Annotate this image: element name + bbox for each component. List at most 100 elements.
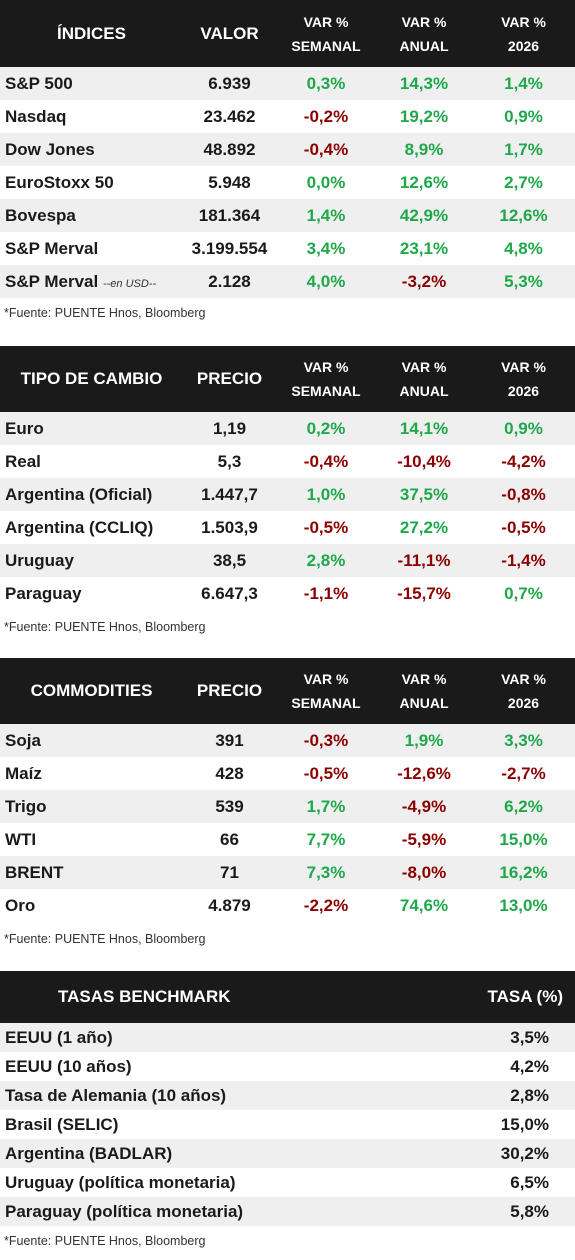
table-row: Paraguay 6.647,3 -1,1% -15,7% 0,7%	[0, 577, 575, 610]
row-name: Brasil (SELIC)	[5, 1114, 119, 1134]
row-annual: -3,2%	[401, 271, 447, 291]
header-var-2026: VAR % 2026	[501, 359, 546, 399]
row-ytd: 6,2%	[504, 796, 543, 816]
row-weekly: 2,8%	[306, 550, 346, 570]
row-weekly: -0,4%	[303, 451, 349, 471]
row-name: Maíz	[5, 763, 42, 783]
header-var-semanal: VAR % SEMANAL	[291, 671, 361, 711]
row-ytd: 4,8%	[504, 238, 543, 258]
row-name: EEUU (1 año)	[5, 1027, 113, 1047]
row-weekly: -0,5%	[303, 517, 349, 537]
header-var-anual: VAR % ANUAL	[399, 671, 449, 711]
table-row: Uruguay 38,5 2,8% -11,1% -1,4%	[0, 544, 575, 577]
header-tasa: TASA (%)	[487, 987, 563, 1006]
row-name: Argentina (Oficial)	[5, 484, 153, 504]
row-name: Tasa de Alemania (10 años)	[5, 1085, 227, 1105]
commodities-section: COMMODITIES PRECIO VAR % SEMANAL VAR % ANU…	[0, 658, 575, 922]
row-name: EuroStoxx 50	[5, 172, 114, 192]
row-annual: -11,1%	[397, 550, 451, 570]
rates-source: *Fuente: PUENTE Hnos, Bloomberg	[4, 1234, 206, 1248]
row-annual: -10,4%	[397, 451, 451, 471]
row-annual: -15,7%	[397, 583, 451, 603]
row-ytd: 0,9%	[504, 418, 543, 438]
row-weekly: 7,7%	[306, 829, 346, 849]
row-ytd: -2,7%	[501, 763, 546, 783]
row-annual: 1,9%	[404, 730, 444, 750]
row-weekly: 1,7%	[306, 796, 346, 816]
row-rate: 3,5%	[510, 1027, 549, 1047]
row-annual: 19,2%	[399, 106, 449, 126]
fx-section: TIPO DE CAMBIO PRECIO VAR % SEMANAL VAR %…	[0, 346, 575, 610]
row-name: Soja	[5, 730, 41, 750]
row-rate: 15,0%	[500, 1114, 549, 1134]
commodities-source: *Fuente: PUENTE Hnos, Bloomberg	[4, 932, 206, 946]
row-weekly: 4,0%	[306, 271, 346, 291]
table-row: S&P Merval 3.199.554 3,4% 23,1% 4,8%	[0, 232, 575, 265]
row-ytd: 5,3%	[504, 271, 543, 291]
header-precio: PRECIO	[196, 681, 263, 700]
header-var-semanal: VAR % SEMANAL	[291, 13, 361, 54]
header-var-anual: VAR % ANUAL	[399, 359, 449, 399]
table-row: Dow Jones 48.892 -0,4% 8,9% 1,7%	[0, 133, 575, 166]
row-value: 71	[220, 862, 239, 882]
row-ytd: 12,6%	[499, 205, 548, 225]
rates-section: TASAS BENCHMARK TASA (%) EEUU (1 año) 3,5…	[0, 971, 575, 1226]
header-var-semanal: VAR % SEMANAL	[291, 359, 361, 399]
indices-source: *Fuente: PUENTE Hnos, Bloomberg	[4, 306, 206, 320]
row-name: S&P 500	[5, 73, 73, 93]
row-annual: 27,2%	[399, 517, 449, 537]
table-row: S&P Merval --en USD-- 2.128 4,0% -3,2% 5,3%	[0, 265, 575, 298]
row-name: Paraguay	[5, 583, 82, 603]
row-name: Argentina (BADLAR)	[5, 1143, 173, 1163]
row-rate: 2,8%	[510, 1085, 549, 1105]
row-name: Oro	[5, 895, 36, 915]
row-note: --en USD--	[102, 277, 157, 290]
table-row: Tasa de Alemania (10 años) 2,8%	[0, 1081, 575, 1110]
indices-table: ÍNDICES VALOR VAR % SEMANAL VAR % ANUAL VA…	[0, 0, 575, 298]
row-name: Uruguay (política monetaria)	[5, 1172, 236, 1192]
row-ytd: -0,5%	[501, 517, 546, 537]
fx-source: *Fuente: PUENTE Hnos, Bloomberg	[4, 620, 206, 634]
row-value: 428	[215, 763, 244, 783]
row-name: Trigo	[5, 796, 47, 816]
row-name: WTI	[5, 829, 37, 849]
header-commodities: COMMODITIES	[30, 681, 153, 700]
row-weekly: 7,3%	[306, 862, 346, 882]
table-row: Maíz 428 -0,5% -12,6% -2,7%	[0, 757, 575, 790]
row-ytd: 0,9%	[504, 106, 543, 126]
row-weekly: -1,1%	[303, 583, 349, 603]
row-annual: 8,9%	[404, 139, 444, 159]
row-weekly: -0,5%	[303, 763, 349, 783]
table-row: Soja 391 -0,3% 1,9% 3,3%	[0, 724, 575, 757]
row-weekly: -0,3%	[303, 730, 349, 750]
row-value: 2.128	[208, 271, 251, 291]
row-value: 391	[215, 730, 244, 750]
row-rate: 6,5%	[510, 1172, 549, 1192]
row-value: 1.447,7	[201, 484, 258, 504]
row-value: 5,3	[217, 451, 242, 471]
row-rate: 30,2%	[500, 1143, 549, 1163]
row-annual: -4,9%	[401, 796, 447, 816]
header-valor: VALOR	[200, 23, 259, 43]
row-rate: 4,2%	[510, 1056, 549, 1076]
row-annual: -8,0%	[401, 862, 447, 882]
fx-table: TIPO DE CAMBIO PRECIO VAR % SEMANAL VAR %…	[0, 346, 575, 610]
row-name: S&P Merval	[5, 238, 99, 258]
row-ytd: 1,7%	[504, 139, 543, 159]
row-value: 1.503,9	[201, 517, 258, 537]
row-weekly: -0,4%	[303, 139, 349, 159]
row-annual: 14,1%	[399, 418, 449, 438]
row-name: Euro	[5, 418, 44, 438]
row-name: Bovespa	[5, 205, 76, 225]
row-value: 4.879	[208, 895, 251, 915]
row-ytd: -0,8%	[501, 484, 546, 504]
indices-section: ÍNDICES VALOR VAR % SEMANAL VAR % ANUAL VA…	[0, 0, 575, 298]
row-weekly: 1,0%	[306, 484, 346, 504]
table-row: EEUU (10 años) 4,2%	[0, 1052, 575, 1081]
table-row: BRENT 71 7,3% -8,0% 16,2%	[0, 856, 575, 889]
row-name: Dow Jones	[5, 139, 95, 159]
header-var-anual: VAR % ANUAL	[399, 13, 449, 54]
row-name: Uruguay	[5, 550, 74, 570]
table-row: Argentina (CCLIQ) 1.503,9 -0,5% 27,2% -0,5%	[0, 511, 575, 544]
row-ytd: 13,0%	[499, 895, 548, 915]
